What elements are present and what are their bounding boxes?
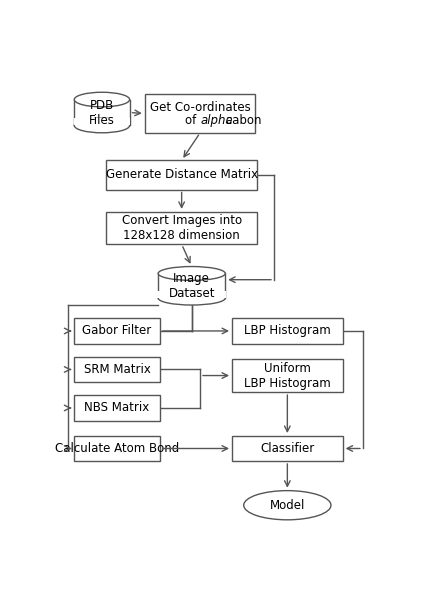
Ellipse shape [74,118,129,133]
Bar [232,436,343,461]
Text: Classifier: Classifier [260,442,314,455]
Text: Gabor Filter: Gabor Filter [82,325,152,337]
Text: Uniform
LBP Histogram: Uniform LBP Histogram [244,362,331,389]
Text: Calculate Atom Bond: Calculate Atom Bond [55,442,179,455]
Text: NBS Matrix: NBS Matrix [84,401,150,415]
Text: Convert Images into
128x128 dimension: Convert Images into 128x128 dimension [122,214,242,242]
Bar [232,319,343,344]
Bar [106,160,257,190]
Text: cabon: cabon [222,114,262,127]
Bar [106,212,257,244]
Ellipse shape [158,266,225,280]
Bar [74,357,160,382]
Text: PDB
Files: PDB Files [89,98,115,127]
Text: Model: Model [270,499,305,512]
Ellipse shape [74,92,129,107]
Bar [145,94,255,133]
Bar [232,359,343,392]
Bar [74,395,160,421]
Ellipse shape [158,291,225,305]
Text: LBP Histogram: LBP Histogram [244,325,331,337]
Bar [74,100,129,125]
Text: Get Co-ordinates: Get Co-ordinates [150,101,250,114]
Text: SRM Matrix: SRM Matrix [84,363,151,376]
Text: of: of [185,114,200,127]
Bar [158,291,226,298]
Text: alpha: alpha [200,114,233,127]
Bar [74,436,160,461]
Bar [74,118,130,125]
Text: Image
Dataset: Image Dataset [168,272,215,300]
Bar [74,319,160,344]
Ellipse shape [244,491,331,520]
Text: Generate Distance Matrix: Generate Distance Matrix [106,169,258,181]
Bar [158,274,225,298]
